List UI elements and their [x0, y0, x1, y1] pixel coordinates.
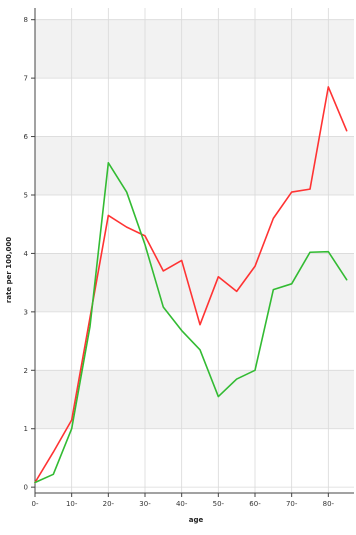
series-layer — [34, 86, 348, 484]
y-tick-label: 4 — [24, 250, 29, 258]
y-tick-label: 5 — [24, 191, 28, 199]
background-band — [35, 136, 354, 195]
y-tick-label: 2 — [24, 367, 28, 375]
x-tick-label: 20- — [103, 500, 115, 508]
y-tick-label: 8 — [24, 16, 28, 24]
y-axis-label: rate per 100,000 — [5, 237, 13, 303]
x-tick-label: 40- — [176, 500, 188, 508]
x-tick-label: 0- — [32, 500, 39, 508]
x-tick-label: 30- — [139, 500, 151, 508]
x-tick-label: 60- — [249, 500, 261, 508]
series-line-2 — [34, 162, 348, 484]
y-tick-label: 1 — [24, 425, 28, 433]
y-tick-label: 6 — [24, 133, 29, 141]
axis-labels: age rate per 100,000 — [5, 237, 203, 524]
x-tick-label: 10- — [66, 500, 78, 508]
background-bands — [35, 19, 354, 429]
background-band — [35, 19, 354, 79]
x-axis-label: age — [189, 516, 204, 524]
series-line-1 — [34, 86, 348, 484]
x-tick-label: 70- — [286, 500, 298, 508]
y-tick-label: 7 — [24, 75, 28, 83]
background-band — [35, 370, 354, 429]
x-tick-label: 80- — [323, 500, 335, 508]
y-tick-label: 0 — [24, 484, 28, 492]
y-tick-label: 3 — [24, 308, 28, 316]
background-band — [35, 253, 354, 312]
x-tick-label: 50- — [213, 500, 225, 508]
